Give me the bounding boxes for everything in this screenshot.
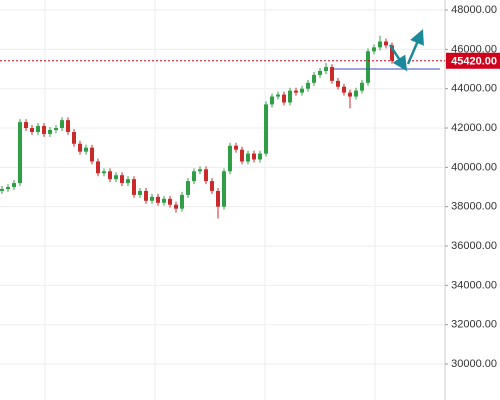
candle-body <box>366 51 370 83</box>
last-price-box <box>446 52 500 69</box>
candle-body <box>348 92 352 97</box>
candle-body <box>234 145 238 150</box>
candle-body <box>132 179 136 195</box>
candle-body <box>306 82 310 89</box>
y-tick-label: 30000.00 <box>451 358 497 370</box>
candle-body <box>6 187 10 189</box>
y-tick-label: 34000.00 <box>451 279 497 291</box>
candle-body <box>312 74 316 83</box>
candle-body <box>300 88 304 93</box>
candle-body <box>342 86 346 93</box>
candle-body <box>72 131 76 144</box>
y-tick-label: 46000.00 <box>451 43 497 55</box>
candle-body <box>210 181 214 191</box>
candle-body <box>186 181 190 195</box>
last-price-label: 45420.00 <box>451 56 497 68</box>
candle-body <box>276 94 280 97</box>
candle-body <box>198 169 202 172</box>
y-tick-label: 38000.00 <box>451 201 497 213</box>
candle-body <box>156 196 160 203</box>
candle-body <box>18 122 22 184</box>
candle-body <box>354 90 358 97</box>
candle-body <box>114 175 118 180</box>
candle-body <box>216 190 220 207</box>
candle-body <box>144 190 148 201</box>
candle-body <box>192 171 196 182</box>
candle-body <box>240 149 244 162</box>
candle-body <box>102 171 106 174</box>
candle-body <box>252 153 256 160</box>
candle-body <box>270 96 274 105</box>
candle-body <box>138 190 142 195</box>
grid <box>0 0 446 400</box>
candle-body <box>42 126 46 134</box>
candle-body <box>318 70 322 75</box>
candle-body <box>150 196 154 201</box>
candle-body <box>330 67 334 81</box>
candle-body <box>84 147 88 152</box>
candle-body <box>54 128 58 130</box>
annotation-arrows <box>388 29 424 72</box>
candle-body <box>390 45 394 61</box>
candle-body <box>360 82 364 91</box>
candle-body <box>162 198 166 203</box>
candle-body <box>60 120 64 129</box>
arrow-down <box>388 44 408 72</box>
y-tick-label: 40000.00 <box>451 161 497 173</box>
candle-body <box>324 67 328 71</box>
candle-body <box>168 198 172 205</box>
y-tick-label: 32000.00 <box>451 319 497 331</box>
candle-body <box>336 80 340 87</box>
candle-body <box>48 129 52 134</box>
candle-body <box>180 194 184 209</box>
candle-body <box>294 90 298 93</box>
candle-body <box>228 145 232 172</box>
candle-body <box>258 153 262 160</box>
y-tick-label: 36000.00 <box>451 240 497 252</box>
candle-body <box>66 120 70 132</box>
candle-body <box>90 147 94 162</box>
candle-body <box>222 171 226 207</box>
candle-body <box>282 94 286 103</box>
candle-body <box>384 41 388 46</box>
candle-body <box>78 143 82 152</box>
candle-body <box>378 41 382 48</box>
candle-body <box>126 179 130 184</box>
candle-body <box>108 171 112 180</box>
candle-body <box>96 161 100 174</box>
candle-body <box>174 204 178 209</box>
candle-body <box>372 47 376 52</box>
candle-body <box>264 104 268 154</box>
candle-body <box>120 175 124 184</box>
y-tick-label: 48000.00 <box>451 4 497 16</box>
y-tick-label: 44000.00 <box>451 83 497 95</box>
candle-body <box>204 169 208 182</box>
candle-body <box>12 183 16 188</box>
candle-body <box>36 126 40 132</box>
candle-body <box>0 188 4 191</box>
y-tick-label: 42000.00 <box>451 122 497 134</box>
candle-body <box>246 153 250 162</box>
candle-body <box>288 90 292 103</box>
candle-body <box>30 128 34 132</box>
arrow-up <box>406 29 424 65</box>
candle-body <box>24 122 28 129</box>
